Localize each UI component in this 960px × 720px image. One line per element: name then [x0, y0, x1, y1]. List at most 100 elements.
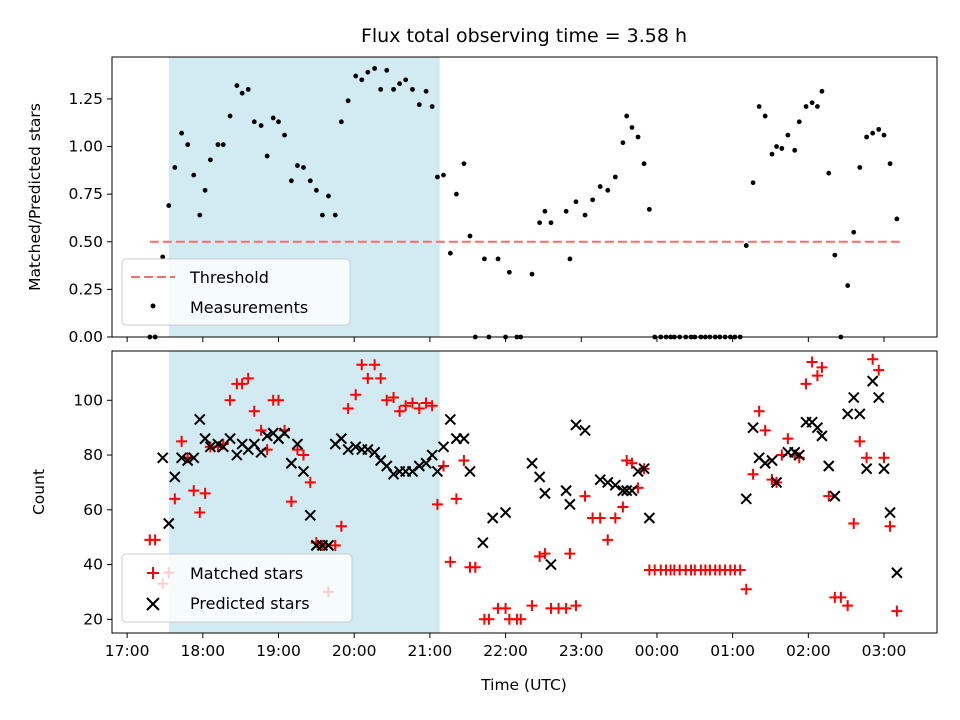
x-tick-label: 19:00 — [256, 642, 301, 660]
data-point — [759, 457, 771, 469]
y-tick-label: 20 — [83, 610, 103, 628]
data-point — [624, 113, 630, 119]
data-point — [426, 449, 438, 461]
data-point — [350, 441, 362, 453]
data-point — [526, 600, 538, 612]
data-point — [215, 142, 221, 148]
data-point — [769, 151, 775, 157]
data-point — [878, 463, 890, 475]
data-point — [823, 460, 835, 472]
data-point — [278, 427, 291, 439]
data-point — [811, 370, 823, 382]
data-point — [487, 512, 499, 524]
data-point — [199, 432, 211, 445]
data-point — [282, 132, 287, 138]
data-point — [750, 180, 756, 186]
data-point — [188, 452, 200, 464]
data-point — [431, 498, 443, 510]
x-tick-label: 21:00 — [408, 642, 453, 660]
data-point — [234, 83, 240, 88]
data-point — [227, 113, 233, 119]
data-point — [816, 430, 828, 442]
x-tick-label: 02:00 — [786, 642, 831, 660]
data-point — [431, 465, 444, 478]
x-axis-label: Time (UTC) — [480, 676, 567, 694]
data-point — [747, 421, 759, 434]
data-point — [579, 490, 591, 502]
data-point — [539, 548, 551, 560]
data-point — [362, 443, 374, 456]
measurements-legend-swatch — [150, 303, 156, 309]
data-point — [194, 413, 206, 426]
x-tick-label: 01:00 — [710, 642, 755, 660]
top-panel: Flux total observing time = 3.58 h Match… — [26, 25, 938, 346]
y-tick-label: 0.75 — [68, 185, 103, 203]
data-point — [878, 452, 890, 464]
data-point — [335, 520, 347, 532]
data-point — [796, 119, 802, 125]
x-tick-label: 00:00 — [635, 642, 680, 660]
data-point — [567, 256, 573, 262]
y-tick-label: 100 — [73, 391, 103, 409]
data-point — [387, 468, 400, 480]
data-point — [526, 457, 538, 469]
data-point — [276, 119, 281, 125]
data-point — [416, 102, 422, 108]
data-point — [157, 452, 169, 464]
data-point — [500, 602, 512, 614]
data-point — [204, 441, 217, 453]
data-point — [626, 457, 638, 469]
data-point — [423, 88, 429, 94]
data-point — [175, 452, 188, 464]
data-point — [539, 487, 551, 500]
y-tick-label: 60 — [83, 501, 103, 519]
data-point — [819, 88, 825, 94]
data-point — [403, 77, 409, 83]
data-point — [297, 449, 309, 461]
data-point — [384, 67, 390, 73]
data-point — [248, 405, 260, 417]
data-point — [747, 468, 759, 480]
data-point — [756, 104, 762, 109]
data-point — [372, 66, 378, 71]
data-point — [770, 476, 783, 489]
data-point — [560, 602, 572, 614]
data-point — [590, 197, 596, 203]
data-point — [564, 498, 576, 511]
matched-stars-legend-swatch — [147, 567, 159, 579]
data-point — [866, 375, 879, 387]
data-point — [397, 81, 403, 87]
data-point — [444, 556, 456, 568]
data-point — [792, 147, 798, 153]
data-point — [255, 424, 267, 436]
data-point — [335, 432, 348, 445]
data-point — [854, 408, 866, 420]
data-point — [202, 187, 208, 193]
data-point — [835, 591, 847, 603]
data-point — [641, 161, 647, 167]
data-point — [450, 493, 462, 505]
top-y-axis-label: Matched/Predicted stars — [26, 103, 44, 291]
x-tick-label: 20:00 — [332, 642, 377, 660]
data-point — [617, 484, 629, 497]
data-point — [563, 208, 569, 214]
data-point — [169, 493, 181, 505]
data-point — [483, 613, 495, 625]
data-point — [291, 438, 304, 450]
data-point — [185, 142, 191, 148]
data-point — [782, 433, 794, 445]
data-point — [188, 485, 200, 497]
data-point — [285, 457, 298, 469]
data-point — [495, 256, 501, 262]
data-point — [194, 507, 206, 519]
data-point — [261, 430, 273, 442]
data-point — [313, 187, 319, 193]
predicted-stars-legend-label: Predicted stars — [190, 594, 310, 613]
top-legend: Threshold Measurements — [121, 258, 351, 326]
data-point — [224, 394, 236, 406]
data-point — [542, 208, 548, 214]
data-point — [762, 113, 768, 119]
data-point — [332, 212, 338, 218]
data-point — [149, 534, 161, 546]
